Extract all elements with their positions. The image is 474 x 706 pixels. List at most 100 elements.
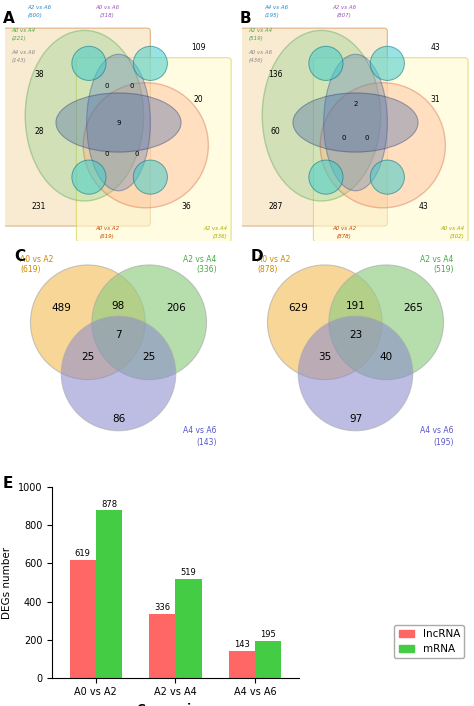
Circle shape <box>72 47 106 80</box>
Text: (878): (878) <box>257 265 278 274</box>
Ellipse shape <box>324 54 387 191</box>
Circle shape <box>61 316 176 431</box>
Text: A2 vs A4: A2 vs A4 <box>248 28 273 32</box>
Text: A0 vs A4: A0 vs A4 <box>11 28 36 32</box>
Circle shape <box>30 265 145 380</box>
Text: (336): (336) <box>196 265 217 274</box>
Text: A0 vs A2: A0 vs A2 <box>257 255 291 264</box>
Text: A0 vs A4: A0 vs A4 <box>441 226 465 231</box>
Text: (195): (195) <box>433 438 454 447</box>
Text: 40: 40 <box>380 352 393 362</box>
Text: 489: 489 <box>51 303 71 313</box>
Circle shape <box>309 47 343 80</box>
Text: 9: 9 <box>116 119 121 126</box>
Text: 287: 287 <box>269 202 283 211</box>
Text: (436): (436) <box>248 59 264 64</box>
Text: (143): (143) <box>11 59 27 64</box>
Text: 519: 519 <box>181 568 196 578</box>
Text: A2 vs A4: A2 vs A4 <box>204 226 228 231</box>
Text: 0: 0 <box>365 136 369 141</box>
Text: A2 vs A4: A2 vs A4 <box>420 255 454 264</box>
Text: 195: 195 <box>260 630 276 639</box>
Text: (221): (221) <box>11 35 27 41</box>
Circle shape <box>370 47 404 80</box>
Text: 0: 0 <box>105 83 109 89</box>
Text: A4 vs A6: A4 vs A6 <box>264 5 289 10</box>
Text: 23: 23 <box>349 330 362 340</box>
Text: (195): (195) <box>264 13 279 18</box>
Ellipse shape <box>87 54 150 191</box>
Bar <box>175 579 201 678</box>
Text: 109: 109 <box>191 43 205 52</box>
Text: (619): (619) <box>100 234 115 239</box>
Bar <box>96 510 122 678</box>
Text: (302): (302) <box>450 234 465 239</box>
Bar <box>228 650 255 678</box>
Text: (878): (878) <box>337 234 352 239</box>
Text: 2: 2 <box>353 102 358 107</box>
Text: (807): (807) <box>337 13 352 18</box>
Text: A: A <box>2 11 14 26</box>
Circle shape <box>72 160 106 194</box>
Bar <box>255 640 281 678</box>
FancyBboxPatch shape <box>239 28 387 226</box>
Text: 191: 191 <box>346 301 365 311</box>
Text: 206: 206 <box>166 303 186 313</box>
Ellipse shape <box>320 83 446 208</box>
Text: 629: 629 <box>288 303 308 313</box>
Text: B: B <box>239 11 251 26</box>
Text: A0 vs A2: A0 vs A2 <box>20 255 54 264</box>
FancyBboxPatch shape <box>2 28 150 226</box>
Circle shape <box>329 265 444 380</box>
Circle shape <box>309 160 343 194</box>
Circle shape <box>133 47 167 80</box>
Text: A0 vs A2: A0 vs A2 <box>332 226 356 231</box>
Text: 619: 619 <box>75 549 91 558</box>
Text: 25: 25 <box>143 352 156 362</box>
FancyBboxPatch shape <box>313 58 468 242</box>
Bar <box>149 614 175 678</box>
Text: 231: 231 <box>32 202 46 211</box>
Text: 98: 98 <box>112 301 125 311</box>
Text: 7: 7 <box>115 330 122 340</box>
Circle shape <box>92 265 207 380</box>
Text: (619): (619) <box>20 265 41 274</box>
Text: 35: 35 <box>318 352 331 362</box>
Text: A0 vs A6: A0 vs A6 <box>248 50 273 55</box>
Text: 43: 43 <box>419 202 428 211</box>
Text: (519): (519) <box>248 35 264 41</box>
Text: D: D <box>251 249 264 263</box>
Text: 878: 878 <box>101 500 117 509</box>
Text: 0: 0 <box>105 151 109 157</box>
Text: 336: 336 <box>154 603 170 612</box>
Text: A4 vs A6: A4 vs A6 <box>420 426 454 435</box>
Text: C: C <box>14 249 25 263</box>
Text: 28: 28 <box>34 127 44 136</box>
Text: (519): (519) <box>433 265 454 274</box>
Ellipse shape <box>83 83 209 208</box>
Text: 97: 97 <box>349 414 362 424</box>
Text: E: E <box>3 476 13 491</box>
Circle shape <box>370 160 404 194</box>
Text: 43: 43 <box>430 43 440 52</box>
Circle shape <box>267 265 382 380</box>
Text: A0 vs A6: A0 vs A6 <box>95 5 119 10</box>
Text: 0: 0 <box>342 136 346 141</box>
FancyBboxPatch shape <box>76 58 231 242</box>
Circle shape <box>298 316 413 431</box>
Ellipse shape <box>262 30 381 201</box>
X-axis label: Comparison: Comparison <box>136 703 215 706</box>
Text: 20: 20 <box>193 95 203 104</box>
Text: (336): (336) <box>213 234 228 239</box>
Text: A2 vs A4: A2 vs A4 <box>183 255 217 264</box>
Text: A0 vs A2: A0 vs A2 <box>95 226 119 231</box>
Ellipse shape <box>56 93 181 152</box>
Text: (600): (600) <box>27 13 42 18</box>
Ellipse shape <box>25 30 144 201</box>
Circle shape <box>133 160 167 194</box>
Text: 31: 31 <box>430 95 440 104</box>
Text: 265: 265 <box>403 303 423 313</box>
Text: 136: 136 <box>269 71 283 79</box>
Text: A4 vs A6: A4 vs A6 <box>11 50 36 55</box>
Text: (143): (143) <box>196 438 217 447</box>
